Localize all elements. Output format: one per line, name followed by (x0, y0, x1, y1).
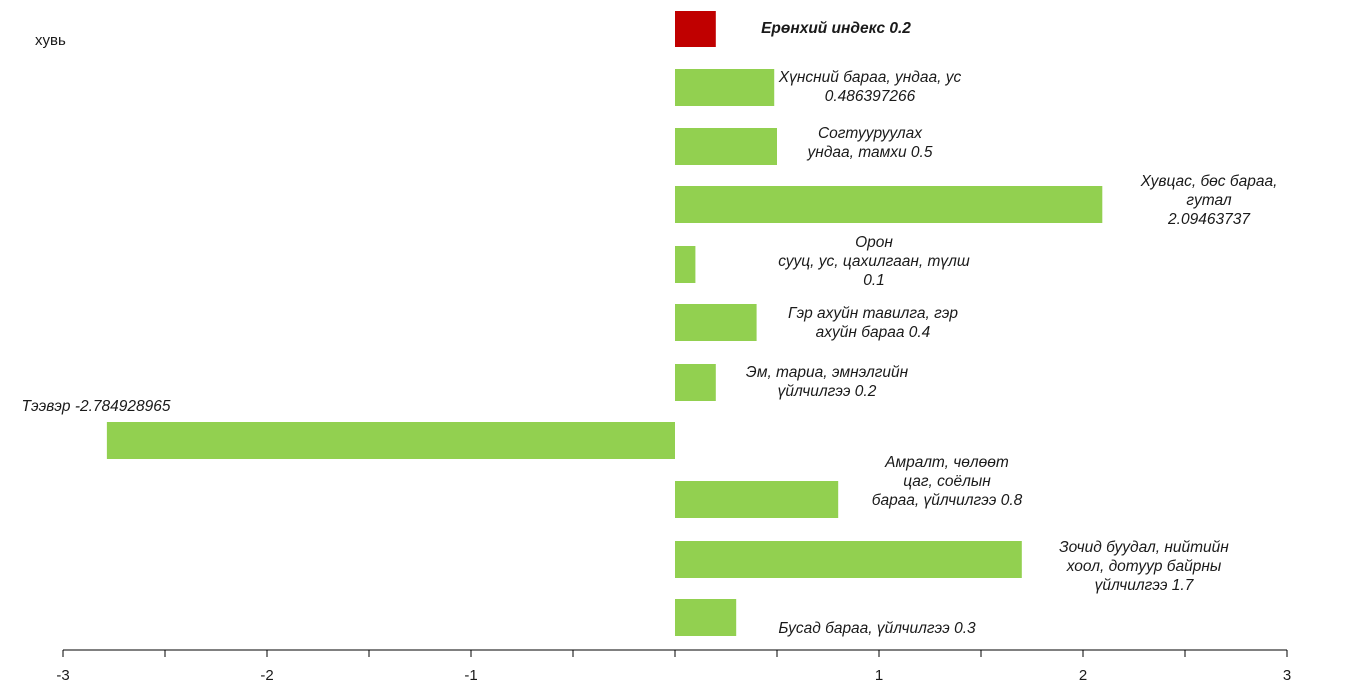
x-tick-label: 2 (1078, 667, 1088, 684)
category-label: Орон сууц, ус, цахилгаан, түлш 0.1 (778, 234, 970, 289)
category-label: Хувцас, бөс бараа, гутал 2.09463737 (1140, 173, 1278, 228)
category-label: Амралт, чөлөөт цаг, соёлын бараа, үйлчил… (871, 454, 1023, 509)
x-tick-label: 3 (1282, 667, 1292, 684)
x-tick-label: 1 (874, 667, 884, 684)
category-label: Гэр ахуйн тавилга, гэр ахуйн бараа 0.4 (788, 305, 958, 341)
category-bar (675, 69, 775, 106)
category-bar (675, 304, 757, 341)
category-bar (675, 481, 839, 518)
category-bar (675, 364, 716, 401)
category-bar (675, 246, 696, 283)
category-label: Хүнсний бараа, ундаа, ус 0.486397266 (778, 69, 962, 105)
category-bar (675, 186, 1103, 223)
x-tick-label: -3 (56, 667, 70, 684)
category-label: Зочид буудал, нийтийн хоол, дотуур байрн… (1059, 539, 1229, 594)
category-label: Бусад бараа, үйлчилгээ 0.3 (778, 620, 976, 637)
category-bar (675, 128, 777, 165)
category-bar (675, 599, 737, 636)
x-tick-label: -2 (260, 667, 274, 684)
unit-label: хувь (35, 32, 66, 49)
x-tick-label: -1 (464, 667, 478, 684)
category-label: Согтууруулах ундаа, тамхи 0.5 (807, 125, 933, 161)
total-index-bar (675, 11, 716, 47)
category-label: Эм, тариа, эмнэлгийн үйлчилгээ 0.2 (745, 364, 909, 400)
category-label: Тээвэр -2.784928965 (21, 398, 171, 415)
category-bar (675, 541, 1022, 578)
total-index-label: Ерөнхий индекс 0.2 (761, 20, 911, 37)
category-bar (106, 422, 675, 459)
